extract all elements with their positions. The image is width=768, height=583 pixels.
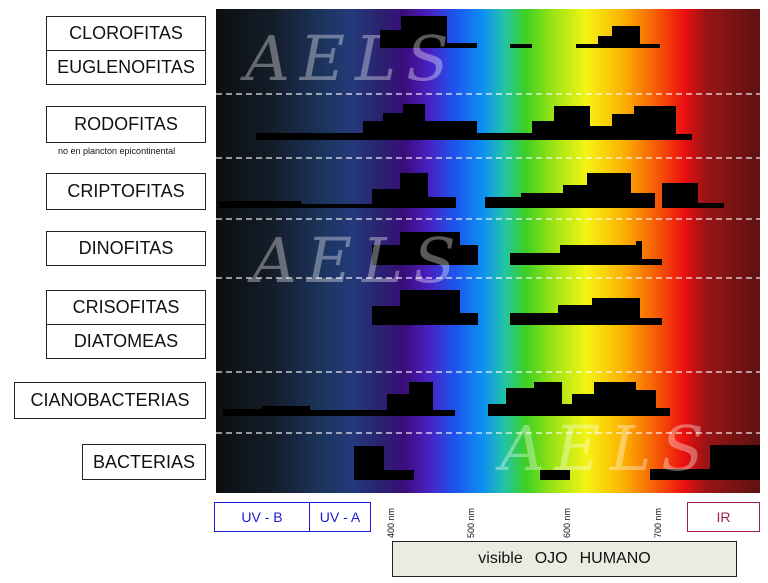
tick-400: 400 nm (386, 507, 396, 538)
label-rodofitas: RODOFITAS (46, 106, 206, 143)
tick-700: 700 nm (653, 507, 663, 538)
rodofitas-note: no en plancton epicontinental (58, 146, 176, 156)
humano-word: HUMANO (579, 550, 651, 567)
absorption-bars (219, 16, 760, 480)
label-criptofitas: CRIPTOFITAS (46, 173, 206, 210)
tick-500: 500 nm (466, 507, 476, 538)
watermark-1: AELS (240, 22, 459, 95)
ojo-word: OJO (534, 550, 568, 567)
watermark-2: AELS (247, 224, 466, 297)
band-ir: IR (687, 502, 760, 532)
label-bacterias: BACTERIAS (82, 444, 206, 480)
label-euglenofitas: EUGLENOFITAS (46, 50, 206, 85)
label-cianobacterias: CIANOBACTERIAS (14, 382, 206, 419)
visible-ojo-humano-box: visible OJO HUMANO (392, 541, 737, 577)
visible-word: visible (478, 550, 523, 567)
label-crisofitas: CRISOFITAS (46, 290, 206, 325)
label-clorofitas: CLOROFITAS (46, 16, 206, 51)
band-uv-a: UV - A (309, 502, 371, 532)
label-diatomeas: DIATOMEAS (46, 324, 206, 359)
band-uv-b: UV - B (214, 502, 310, 532)
tick-600: 600 nm (562, 507, 572, 538)
watermark-3: AELS (495, 412, 714, 485)
watermarks: AELS AELS AELS (240, 22, 714, 485)
label-dinofitas: DINOFITAS (46, 231, 206, 266)
row-separators (216, 93, 760, 434)
